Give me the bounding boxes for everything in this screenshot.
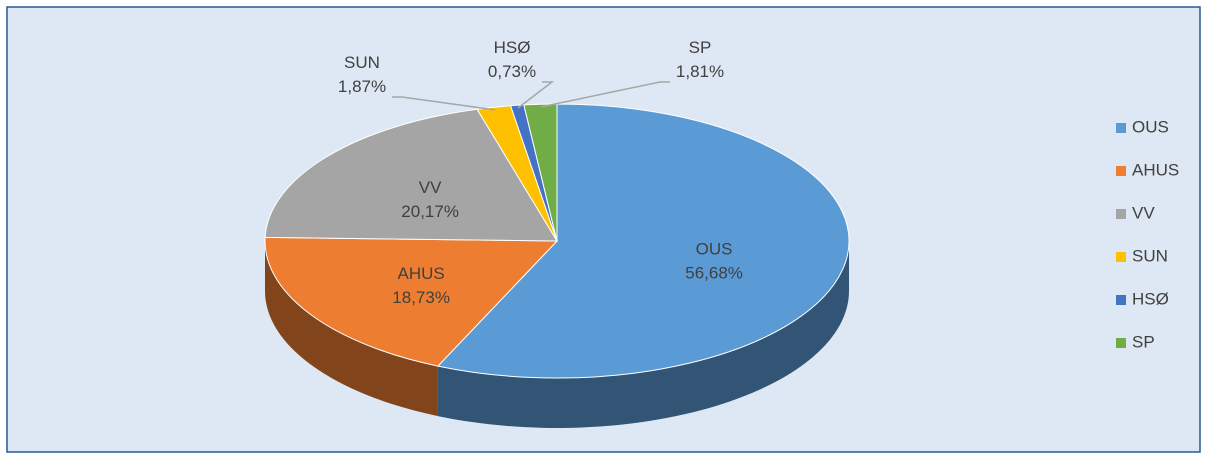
data-label: SUN 1,87% bbox=[338, 53, 386, 96]
label-category: HSØ bbox=[494, 38, 531, 57]
label-value: 1,81% bbox=[676, 62, 724, 81]
legend-label: SP bbox=[1132, 332, 1155, 351]
data-label: AHUS 18,73% bbox=[392, 265, 450, 308]
leader-line bbox=[392, 96, 496, 111]
data-label: SP 1,81% bbox=[676, 38, 724, 81]
legend-label: SUN bbox=[1132, 246, 1168, 265]
label-category: AHUS bbox=[398, 265, 445, 284]
data-label: VV 20,17% bbox=[401, 178, 459, 221]
legend-swatch bbox=[1116, 123, 1126, 133]
legend-label: HSØ bbox=[1132, 289, 1169, 308]
legend-swatch bbox=[1116, 209, 1126, 219]
label-value: 20,17% bbox=[401, 202, 459, 221]
legend-label: AHUS bbox=[1132, 160, 1179, 179]
data-label: OUS 56,68% bbox=[685, 240, 743, 283]
legend-swatch bbox=[1116, 252, 1126, 262]
legend-label: OUS bbox=[1132, 117, 1169, 136]
label-category: OUS bbox=[696, 240, 733, 259]
leader-line bbox=[517, 81, 555, 109]
legend-swatch bbox=[1116, 295, 1126, 305]
leader-line bbox=[540, 81, 670, 108]
legend-label: VV bbox=[1132, 203, 1155, 222]
label-value: 0,73% bbox=[488, 62, 536, 81]
pie-side bbox=[437, 241, 849, 428]
pie-slice bbox=[436, 103, 850, 379]
data-label: HSØ 0,73% bbox=[488, 38, 536, 81]
label-category: SUN bbox=[344, 53, 380, 72]
pie-slice bbox=[264, 108, 558, 242]
label-category: VV bbox=[419, 178, 442, 197]
label-value: 56,68% bbox=[685, 264, 743, 283]
pie-side bbox=[265, 241, 438, 417]
pie-slice bbox=[264, 236, 559, 367]
legend-swatch bbox=[1116, 166, 1126, 176]
label-category: SP bbox=[689, 38, 712, 57]
label-value: 1,87% bbox=[338, 77, 386, 96]
label-value: 18,73% bbox=[392, 289, 450, 308]
legend-swatch bbox=[1116, 338, 1126, 348]
